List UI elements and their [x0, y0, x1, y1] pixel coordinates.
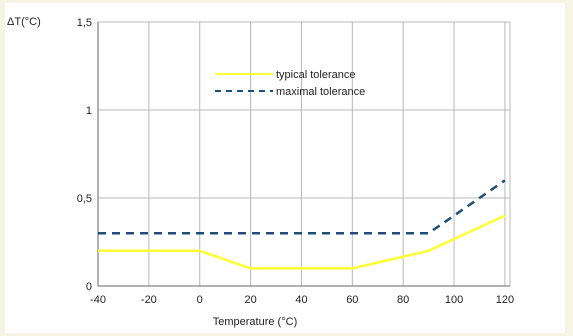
- x-tick-label: 0: [197, 294, 203, 306]
- y-axis-label: ΔT(°C): [7, 16, 41, 28]
- x-tick-label: 40: [295, 294, 307, 306]
- x-tick-label: 80: [397, 294, 409, 306]
- x-tick-label: 100: [445, 294, 463, 306]
- series-line-maximal-tolerance: [98, 179, 506, 235]
- legend: typical tolerance maximal tolerance: [215, 69, 365, 98]
- x-tick-label: -20: [141, 294, 157, 306]
- x-tick-label: 20: [244, 294, 256, 306]
- y-tick-label: 0,5: [77, 193, 92, 205]
- x-axis-label: Temperature (°C): [213, 316, 297, 328]
- y-tick-label: 1: [86, 105, 92, 117]
- series-line-typical-tolerance: [98, 214, 506, 270]
- legend-label-maximal-tolerance: maximal tolerance: [276, 86, 365, 98]
- x-tick-label: 120: [496, 294, 514, 306]
- x-tick-label: 60: [346, 294, 358, 306]
- y-tick-label: 1,5: [77, 17, 92, 29]
- tick-labels: -40 -20 0 20 40 60 80 100 120 0 0,5 1 1,5: [77, 17, 514, 306]
- y-tick-label: 0: [86, 281, 92, 293]
- axes: [97, 22, 510, 287]
- chart-container: -40 -20 0 20 40 60 80 100 120 0 0,5 1 1,5 ΔT(°C) Tem…: [5, 3, 565, 333]
- line-chart: -40 -20 0 20 40 60 80 100 120 0 0,5 1 1,5 ΔT(°C) Tem…: [7, 16, 514, 328]
- series-layer: [98, 179, 506, 270]
- grid: [97, 21, 511, 287]
- x-tick-label: -40: [90, 294, 106, 306]
- legend-label-typical-tolerance: typical tolerance: [276, 69, 356, 81]
